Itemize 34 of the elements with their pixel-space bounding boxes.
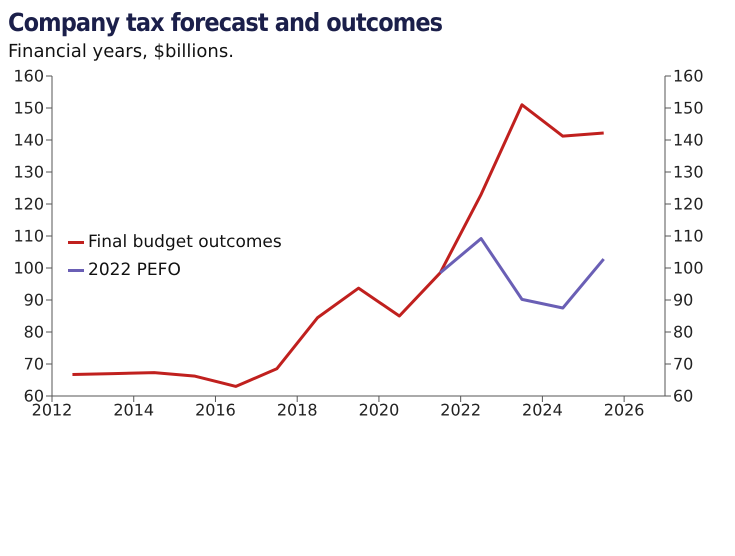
x-tick-label: 2026	[604, 400, 644, 420]
y-tick-label: 120	[13, 194, 44, 214]
x-tick-label: 2016	[195, 400, 236, 420]
line-series	[70, 103, 606, 388]
x-tick-label: 2022	[440, 400, 482, 420]
y2-tick-label: 160	[673, 66, 704, 86]
legend-label: 2022 PEFO	[88, 260, 181, 280]
chart-subtitle: Financial years, $billions.	[8, 41, 235, 62]
legend-label: Final budget outcomes	[88, 232, 282, 252]
y2-tick-label: 130	[673, 162, 704, 182]
y-tick-label: 80	[24, 322, 44, 342]
x-tick-label: 2018	[276, 400, 318, 420]
y-tick-label: 150	[13, 98, 44, 118]
y2-tick-label: 60	[673, 386, 694, 406]
y-tick-label: 130	[13, 162, 44, 182]
y-tick-label: 70	[24, 354, 44, 374]
y2-tick-label: 120	[673, 194, 704, 214]
y2-tick-label: 70	[673, 354, 694, 374]
y-tick-label: 100	[13, 258, 44, 278]
y2-tick-label: 110	[673, 226, 704, 246]
y2-tick-label: 100	[673, 258, 704, 278]
y-tick-label: 110	[13, 226, 44, 246]
y-tick-label: 90	[24, 290, 44, 310]
y-tick-label: 140	[13, 130, 44, 150]
x-tick-label: 2014	[113, 400, 154, 420]
y-tick-label: 160	[13, 66, 44, 86]
x-tick-label: 2024	[522, 400, 563, 420]
y2-tick-label: 140	[673, 130, 704, 150]
y2-tick-label: 150	[673, 98, 704, 118]
y2-tick-label: 90	[673, 290, 694, 310]
y2-tick-label: 80	[673, 322, 694, 342]
x-tick-label: 2020	[358, 400, 400, 420]
chart-title: Company tax forecast and outcomes	[8, 8, 444, 37]
line-series	[438, 237, 606, 310]
